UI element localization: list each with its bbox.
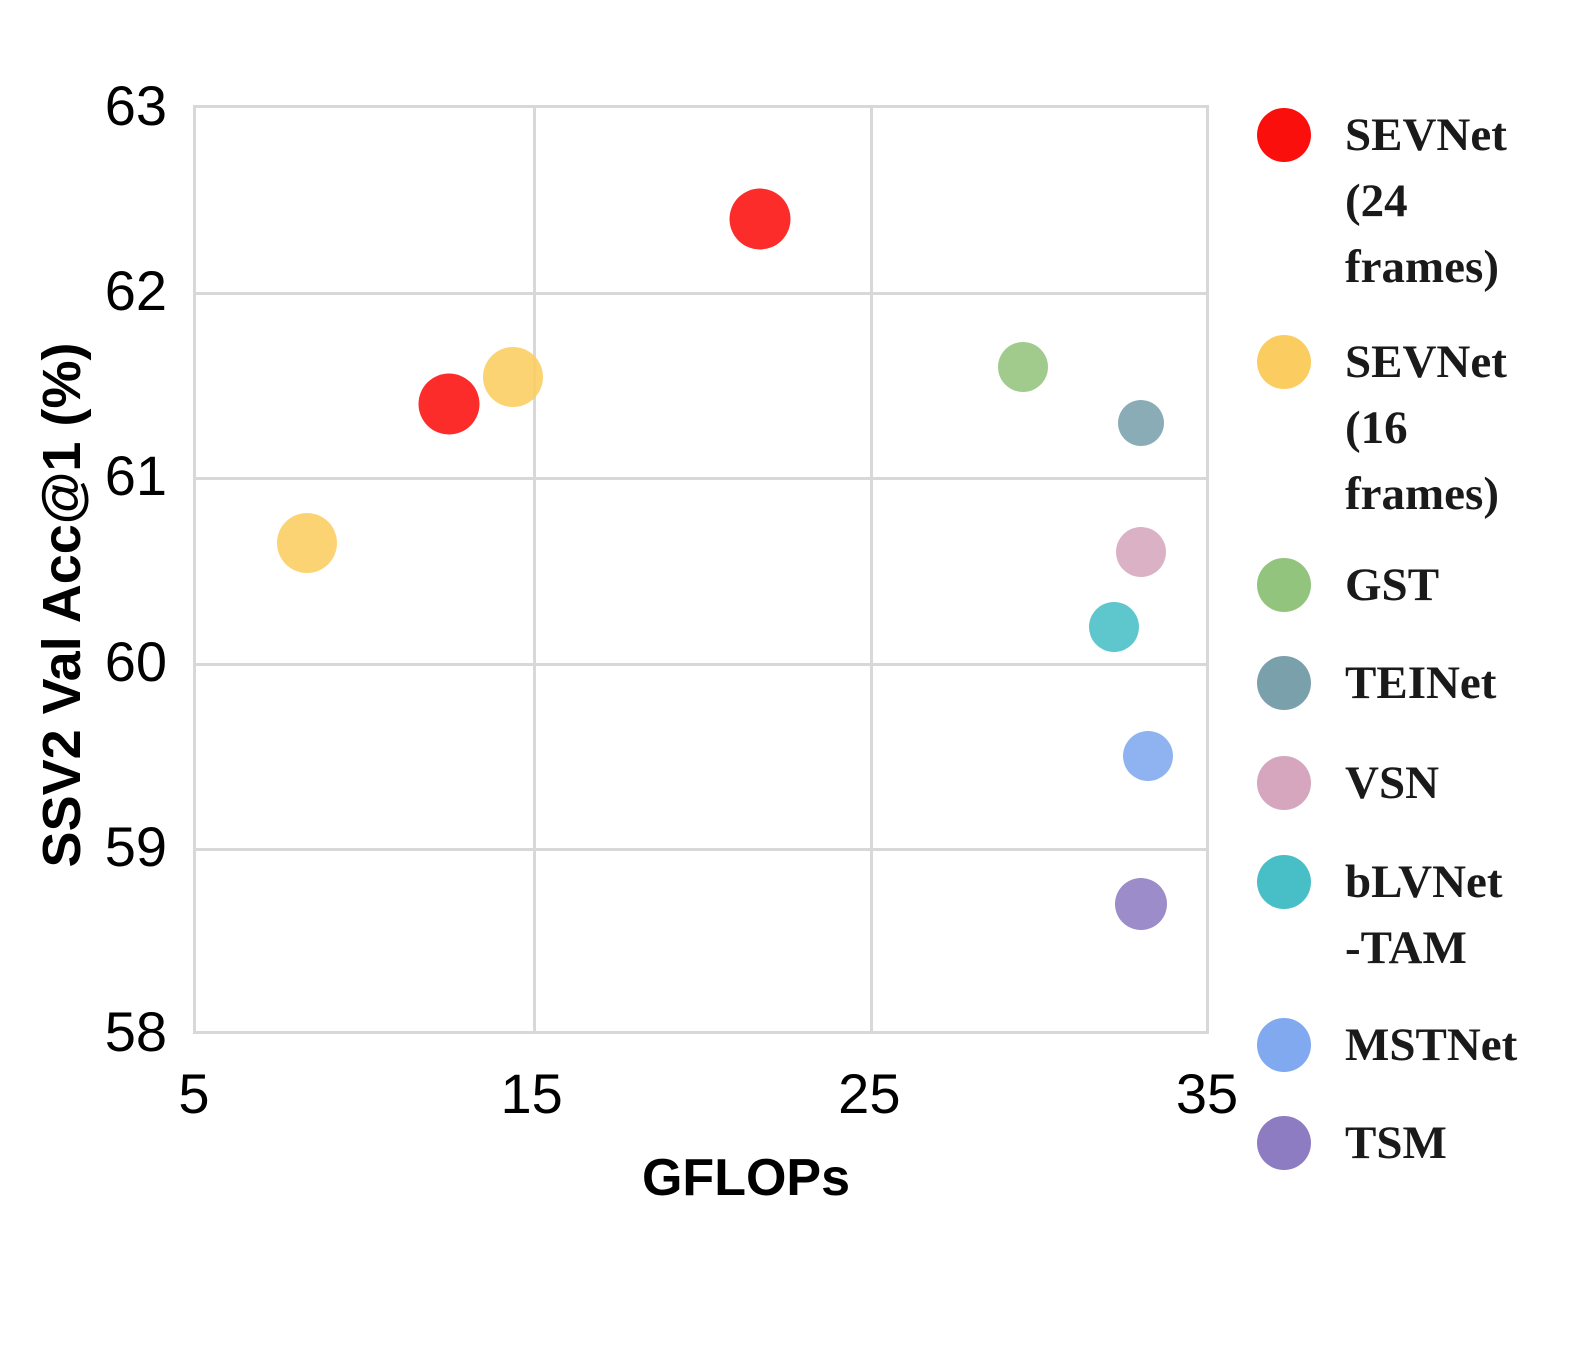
legend-label: TEINet bbox=[1345, 657, 1497, 709]
gridline-horizontal bbox=[196, 477, 1206, 481]
legend-label: MSTNet bbox=[1345, 1019, 1518, 1071]
gridline-vertical bbox=[532, 108, 536, 1031]
y-axis-title: SSV2 Val Acc@1 (%) bbox=[32, 342, 92, 868]
x-tick-label: 35 bbox=[1175, 1062, 1239, 1125]
legend-swatch-icon bbox=[1257, 855, 1311, 909]
legend-swatch-icon bbox=[1257, 756, 1311, 810]
data-point-gst bbox=[998, 342, 1049, 393]
legend-swatch-icon bbox=[1257, 108, 1311, 162]
data-point-sevnet-16-frames bbox=[277, 513, 338, 574]
data-point-vsn bbox=[1116, 527, 1167, 578]
gridline-horizontal bbox=[196, 847, 1206, 851]
legend-label: SEVNet (24 frames) bbox=[1345, 109, 1507, 293]
gridline-horizontal bbox=[196, 662, 1206, 666]
x-tick-label: 15 bbox=[500, 1062, 563, 1125]
data-point-mstnet bbox=[1123, 731, 1174, 782]
y-tick-label: 61 bbox=[104, 444, 167, 508]
legend-label: GST bbox=[1345, 559, 1440, 611]
legend-label: SEVNet (16 frames) bbox=[1345, 336, 1507, 520]
gridline-vertical bbox=[870, 108, 874, 1031]
data-point-sevnet-24-frames bbox=[418, 373, 480, 435]
plot-area bbox=[193, 105, 1209, 1034]
legend-swatch-icon bbox=[1257, 656, 1311, 710]
data-point-sevnet-24-frames bbox=[729, 188, 791, 250]
y-tick-label: 58 bbox=[104, 1000, 167, 1063]
legend-label: TSM bbox=[1345, 1117, 1447, 1169]
data-point-tsm bbox=[1115, 878, 1168, 931]
x-tick-label: 5 bbox=[178, 1062, 210, 1125]
legend-label: bLVNet -TAM bbox=[1345, 856, 1503, 974]
legend-swatch-icon bbox=[1257, 1018, 1311, 1072]
y-tick-label: 59 bbox=[104, 814, 167, 878]
y-tick-label: 62 bbox=[104, 259, 167, 323]
legend: SEVNet (24 frames) SEVNet (16 frames) GST TEINe… bbox=[1257, 0, 1577, 1349]
legend-label: VSN bbox=[1345, 757, 1440, 809]
x-tick-label: 25 bbox=[838, 1062, 901, 1125]
y-tick-label: 60 bbox=[104, 629, 167, 693]
legend-swatch-icon bbox=[1257, 558, 1311, 612]
legend-swatch-icon bbox=[1257, 335, 1311, 389]
data-point-teinet bbox=[1118, 399, 1165, 446]
y-tick-label: 63 bbox=[104, 74, 167, 137]
x-axis-title: GFLOPs bbox=[641, 1149, 851, 1207]
legend-swatch-icon bbox=[1257, 1116, 1311, 1170]
gridline-horizontal bbox=[196, 292, 1206, 296]
data-point-blvnet-tam bbox=[1089, 601, 1140, 652]
data-point-sevnet-16-frames bbox=[483, 346, 544, 407]
